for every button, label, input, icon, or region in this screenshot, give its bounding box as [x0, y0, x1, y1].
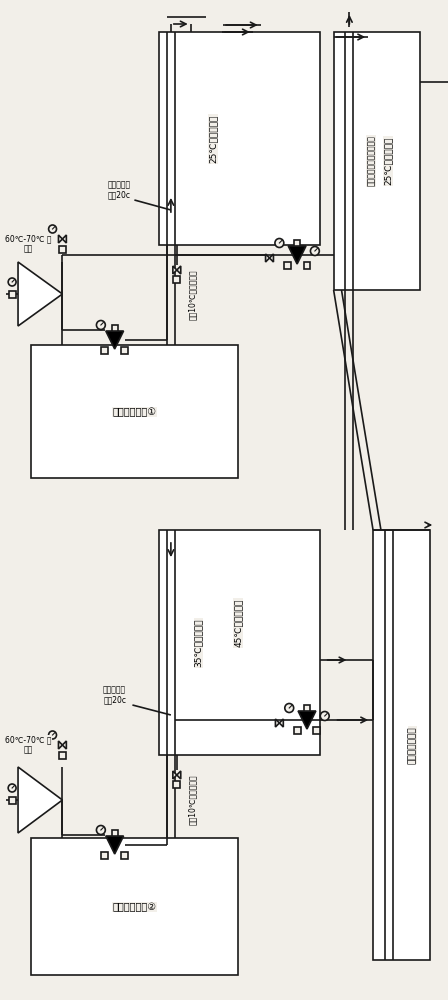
Bar	[373, 530, 430, 960]
Polygon shape	[173, 266, 177, 274]
Polygon shape	[62, 741, 66, 749]
Text: 热泵回收系统①: 热泵回收系统①	[112, 407, 156, 417]
Polygon shape	[59, 741, 62, 749]
Text: 热泵回收系统②: 热泵回收系统②	[112, 902, 156, 912]
Polygon shape	[276, 719, 280, 727]
Polygon shape	[106, 836, 124, 854]
Bar	[173, 275, 180, 282]
Bar	[334, 32, 420, 290]
Bar	[121, 852, 128, 858]
Circle shape	[96, 826, 105, 834]
Bar	[59, 752, 66, 758]
Polygon shape	[177, 771, 181, 779]
Text: 温降10℃冷却循环水: 温降10℃冷却循环水	[188, 270, 197, 320]
Polygon shape	[18, 767, 62, 833]
Bar	[101, 852, 108, 858]
Bar	[304, 261, 310, 268]
Bar	[31, 345, 238, 478]
Circle shape	[48, 225, 56, 233]
Circle shape	[96, 320, 105, 330]
Circle shape	[310, 246, 319, 255]
Text: 60℃-70℃ 混
合汏: 60℃-70℃ 混 合汏	[4, 234, 51, 254]
Text: 35℃冷却循环水: 35℃冷却循环水	[194, 619, 203, 667]
Bar	[121, 347, 128, 354]
Polygon shape	[177, 266, 181, 274]
Bar	[294, 240, 300, 246]
Polygon shape	[18, 262, 62, 326]
Bar	[59, 245, 66, 252]
Polygon shape	[173, 771, 177, 779]
Circle shape	[320, 712, 329, 720]
Polygon shape	[288, 246, 306, 264]
Text: 温降10℃冷却循环水: 温降10℃冷却循环水	[188, 775, 197, 825]
Bar	[112, 325, 118, 331]
Bar	[159, 32, 320, 245]
Polygon shape	[280, 719, 283, 727]
Bar	[9, 290, 16, 298]
Circle shape	[8, 278, 16, 286]
Polygon shape	[106, 331, 124, 349]
Circle shape	[8, 784, 16, 792]
Bar	[31, 838, 238, 975]
Bar	[294, 726, 301, 734]
Polygon shape	[62, 235, 66, 243]
Text: 制糖冷却循环水: 制糖冷却循环水	[408, 726, 417, 764]
Bar	[112, 830, 118, 836]
Bar	[101, 347, 108, 354]
Circle shape	[275, 238, 284, 247]
Bar	[173, 780, 180, 788]
Bar	[9, 796, 16, 804]
Polygon shape	[266, 254, 270, 262]
Text: 60℃-70℃ 混
合汏: 60℃-70℃ 混 合汏	[4, 735, 51, 755]
Bar	[284, 261, 291, 268]
Text: 25℃冷却循环水: 25℃冷却循环水	[209, 115, 218, 163]
Circle shape	[285, 704, 294, 712]
Polygon shape	[59, 235, 62, 243]
Circle shape	[48, 731, 56, 739]
Text: 45℃冷却循环水: 45℃冷却循环水	[233, 599, 242, 647]
Bar	[159, 530, 320, 755]
Text: 预灰后的混
合汇20c: 预灰后的混 合汇20c	[108, 180, 131, 200]
Polygon shape	[270, 254, 273, 262]
Bar	[304, 705, 310, 711]
Text: 预灰后的混
合汇20c: 预灰后的混 合汇20c	[103, 685, 126, 705]
Text: 进入原有冷却循环水系统: 进入原有冷却循环水系统	[366, 136, 375, 186]
Text: 25℃冷却循环水: 25℃冷却循环水	[383, 137, 392, 185]
Bar	[314, 726, 320, 734]
Polygon shape	[298, 711, 316, 729]
